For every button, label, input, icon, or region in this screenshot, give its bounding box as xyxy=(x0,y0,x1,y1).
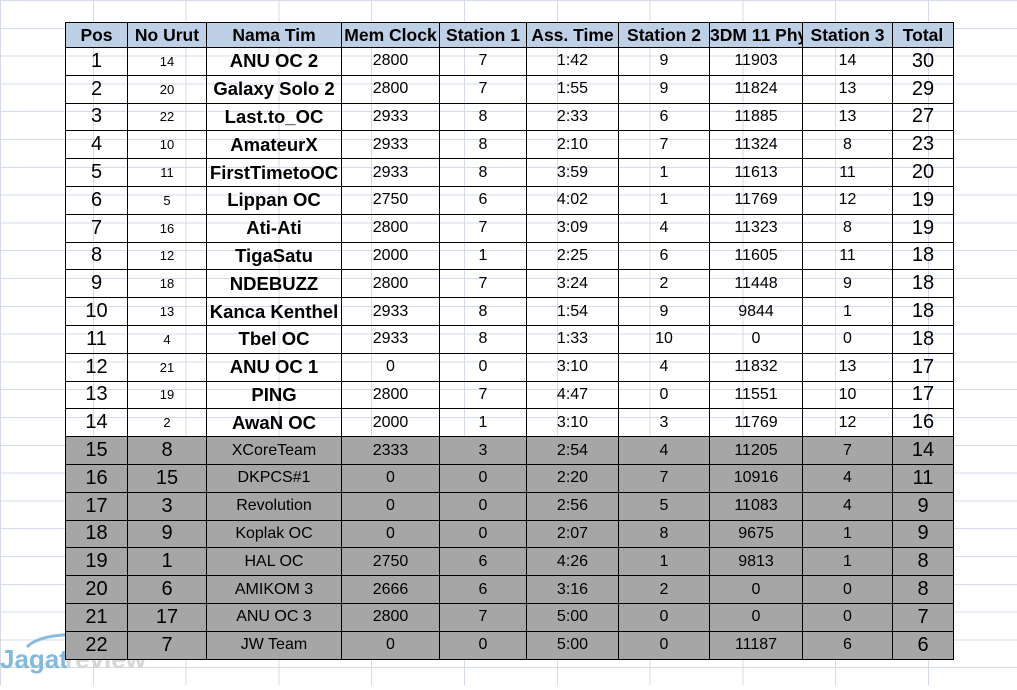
svg-text:Jagat: Jagat xyxy=(0,644,68,674)
